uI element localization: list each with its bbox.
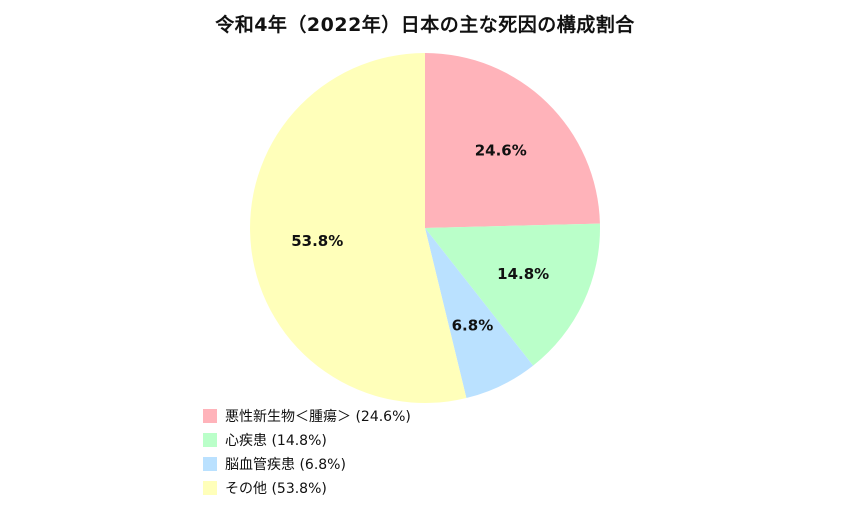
slice-value-label: 14.8%: [497, 265, 549, 283]
slice-value-label: 6.8%: [452, 317, 494, 335]
legend-label: 悪性新生物＜腫瘍＞ (24.6%): [225, 409, 411, 425]
legend-swatch: [203, 481, 217, 495]
slice-value-label: 24.6%: [475, 141, 527, 159]
legend-label: 脳血管疾患 (6.8%): [225, 457, 346, 473]
chart-title: 令和4年（2022年）日本の主な死因の構成割合: [215, 14, 635, 36]
legend-label: その他 (53.8%): [225, 481, 327, 497]
pie-slice-1: [425, 53, 600, 228]
pie-slice-4: [250, 53, 467, 403]
legend-item: 脳血管疾患 (6.8%): [203, 452, 411, 476]
legend-item: その他 (53.8%): [203, 476, 411, 500]
legend-item: 心疾患 (14.8%): [203, 428, 411, 452]
pie-slice-3: [425, 228, 534, 399]
legend-label: 心疾患 (14.8%): [225, 433, 327, 449]
legend-item: 悪性新生物＜腫瘍＞ (24.6%): [203, 404, 411, 428]
legend-swatch: [203, 433, 217, 447]
legend-swatch: [203, 409, 217, 423]
pie-slice-2: [425, 223, 600, 366]
legend: 悪性新生物＜腫瘍＞ (24.6%) 心疾患 (14.8%) 脳血管疾患 (6.8…: [203, 404, 411, 500]
legend-swatch: [203, 457, 217, 471]
slice-value-label: 53.8%: [291, 232, 343, 250]
